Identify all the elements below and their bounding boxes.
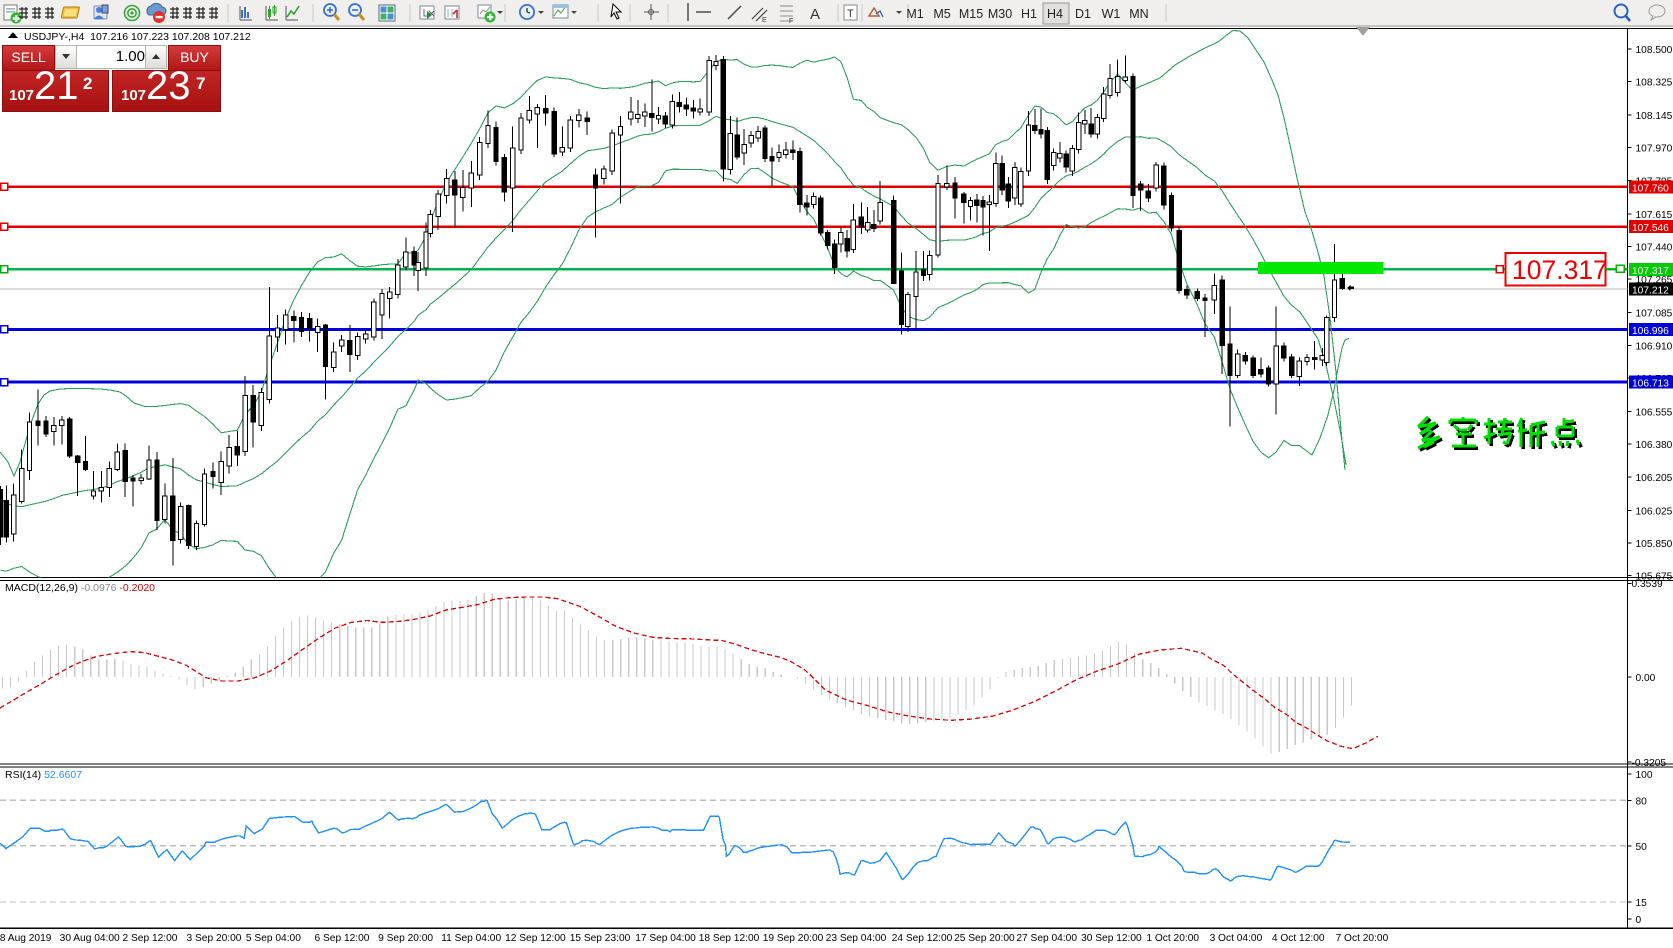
svg-text:107.265: 107.265 bbox=[1636, 275, 1673, 286]
svg-text:H4: H4 bbox=[1047, 7, 1063, 21]
svg-text:F: F bbox=[789, 18, 793, 25]
svg-text:108.500: 108.500 bbox=[1636, 45, 1673, 56]
svg-text:28 Aug 2019: 28 Aug 2019 bbox=[0, 933, 52, 944]
svg-text:107.085: 107.085 bbox=[1636, 309, 1673, 320]
svg-text:80: 80 bbox=[1636, 796, 1648, 807]
svg-text:M1: M1 bbox=[906, 7, 923, 21]
svg-text:107.212: 107.212 bbox=[1632, 286, 1669, 297]
svg-text:106.555: 106.555 bbox=[1636, 408, 1673, 419]
svg-text:6 Sep 12:00: 6 Sep 12:00 bbox=[315, 933, 370, 944]
svg-text:106.713: 106.713 bbox=[1632, 379, 1669, 390]
svg-text:MN: MN bbox=[1129, 7, 1148, 21]
svg-text:USDJPY-,H4 107.216 107.223 10: USDJPY-,H4 107.216 107.223 107.208 107.2… bbox=[24, 31, 251, 43]
svg-text:E: E bbox=[762, 17, 767, 24]
svg-text:M5: M5 bbox=[933, 7, 950, 21]
svg-text:18 Sep 12:00: 18 Sep 12:00 bbox=[699, 933, 760, 944]
svg-text:7 Oct 20:00: 7 Oct 20:00 bbox=[1336, 933, 1389, 944]
svg-text:12 Sep 12:00: 12 Sep 12:00 bbox=[505, 933, 566, 944]
svg-text:106.996: 106.996 bbox=[1632, 326, 1669, 337]
svg-text:15: 15 bbox=[1636, 898, 1648, 909]
svg-text:0.00: 0.00 bbox=[1636, 673, 1656, 684]
svg-text:30 Aug 04:00: 30 Aug 04:00 bbox=[60, 933, 120, 944]
svg-text:107.317: 107.317 bbox=[1632, 266, 1669, 277]
svg-text:106.910: 106.910 bbox=[1636, 341, 1673, 352]
svg-text:107.615: 107.615 bbox=[1636, 210, 1673, 221]
svg-text:19 Sep 20:00: 19 Sep 20:00 bbox=[763, 933, 824, 944]
svg-text:107.760: 107.760 bbox=[1632, 183, 1669, 194]
svg-text:MACD(12,26,9) -0.0976 -0.2020: MACD(12,26,9) -0.0976 -0.2020 bbox=[5, 582, 155, 594]
svg-text:15 Sep 23:00: 15 Sep 23:00 bbox=[570, 933, 631, 944]
svg-text:17 Sep 04:00: 17 Sep 04:00 bbox=[635, 933, 696, 944]
svg-text:9 Sep 20:00: 9 Sep 20:00 bbox=[378, 933, 433, 944]
svg-text:50: 50 bbox=[1636, 842, 1648, 853]
svg-text:106.025: 106.025 bbox=[1636, 506, 1673, 517]
svg-text:A: A bbox=[810, 6, 820, 23]
svg-text:4 Oct 12:00: 4 Oct 12:00 bbox=[1272, 933, 1325, 944]
svg-text:11 Sep 04:00: 11 Sep 04:00 bbox=[441, 933, 501, 944]
svg-text:0.3539: 0.3539 bbox=[1632, 579, 1663, 590]
svg-text:107.440: 107.440 bbox=[1636, 243, 1673, 254]
svg-text:1 Oct 20:00: 1 Oct 20:00 bbox=[1146, 933, 1199, 944]
svg-text:RSI(14) 52.6607: RSI(14) 52.6607 bbox=[5, 769, 82, 781]
svg-text:5 Sep 04:00: 5 Sep 04:00 bbox=[246, 933, 301, 944]
svg-text:107.317: 107.317 bbox=[1512, 255, 1608, 285]
svg-text:2 Sep 12:00: 2 Sep 12:00 bbox=[123, 933, 178, 944]
svg-text:105.850: 105.850 bbox=[1636, 539, 1673, 550]
svg-text:M30: M30 bbox=[988, 7, 1012, 21]
svg-text:30 Sep 12:00: 30 Sep 12:00 bbox=[1081, 933, 1142, 944]
svg-text:0: 0 bbox=[1636, 915, 1642, 926]
svg-text:100: 100 bbox=[1636, 770, 1653, 781]
svg-text:-0.3205: -0.3205 bbox=[1632, 758, 1667, 769]
svg-text:106.380: 106.380 bbox=[1636, 440, 1673, 451]
svg-text:24 Sep 12:00: 24 Sep 12:00 bbox=[892, 933, 953, 944]
svg-text:T: T bbox=[847, 8, 854, 20]
svg-text:3 Oct 04:00: 3 Oct 04:00 bbox=[1210, 933, 1263, 944]
svg-text:106.205: 106.205 bbox=[1636, 473, 1673, 484]
svg-text:107.546: 107.546 bbox=[1632, 223, 1669, 234]
svg-text:105.675: 105.675 bbox=[1636, 572, 1673, 583]
svg-text:3 Sep 20:00: 3 Sep 20:00 bbox=[187, 933, 242, 944]
svg-text:108.145: 108.145 bbox=[1636, 111, 1673, 122]
svg-text:W1: W1 bbox=[1102, 7, 1121, 21]
svg-text:107.970: 107.970 bbox=[1636, 144, 1673, 155]
svg-text:M15: M15 bbox=[959, 7, 983, 21]
svg-text:108.325: 108.325 bbox=[1636, 77, 1673, 88]
svg-text:23 Sep 04:00: 23 Sep 04:00 bbox=[826, 933, 887, 944]
svg-text:25 Sep 20:00: 25 Sep 20:00 bbox=[954, 933, 1015, 944]
svg-text:27 Sep 04:00: 27 Sep 04:00 bbox=[1016, 933, 1077, 944]
svg-text:H1: H1 bbox=[1021, 7, 1037, 21]
svg-text:D1: D1 bbox=[1075, 7, 1091, 21]
